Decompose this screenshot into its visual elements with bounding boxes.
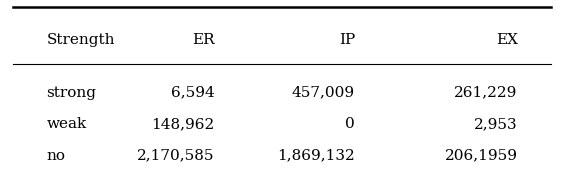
Text: 1,869,132: 1,869,132: [277, 149, 355, 163]
Text: 2,953: 2,953: [474, 117, 518, 131]
Text: EX: EX: [496, 33, 518, 47]
Text: IP: IP: [339, 33, 355, 47]
Text: strong: strong: [46, 85, 96, 100]
Text: no: no: [46, 149, 65, 163]
Text: 148,962: 148,962: [151, 117, 215, 131]
Text: Strength: Strength: [46, 33, 115, 47]
Text: weak: weak: [46, 117, 86, 131]
Text: 261,229: 261,229: [455, 85, 518, 100]
Text: 457,009: 457,009: [292, 85, 355, 100]
Text: 6,594: 6,594: [171, 85, 215, 100]
Text: 206,1959: 206,1959: [444, 149, 518, 163]
Text: 0: 0: [345, 117, 355, 131]
Text: ER: ER: [192, 33, 215, 47]
Text: 2,170,585: 2,170,585: [137, 149, 215, 163]
